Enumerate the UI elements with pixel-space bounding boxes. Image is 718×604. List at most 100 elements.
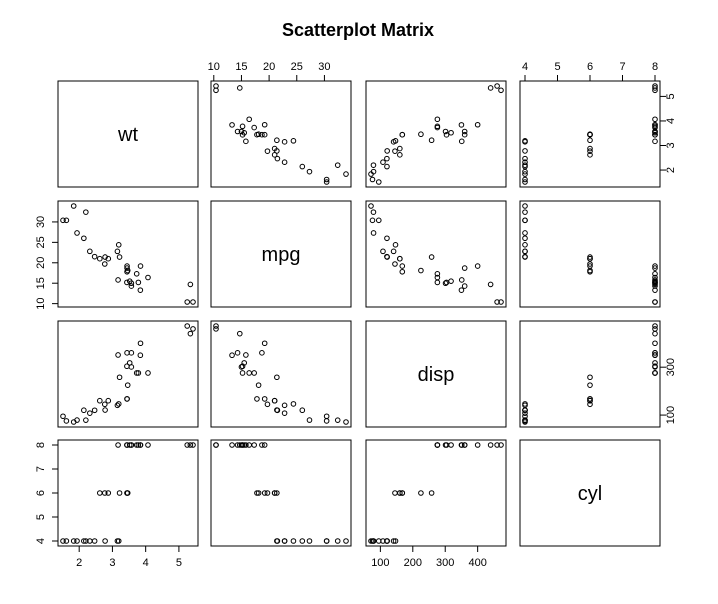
data-point xyxy=(522,203,528,209)
data-point xyxy=(251,370,257,376)
data-point xyxy=(116,374,123,381)
data-point xyxy=(390,139,397,145)
data-point xyxy=(652,132,658,138)
data-point xyxy=(261,340,268,347)
data-point xyxy=(133,271,140,277)
data-point xyxy=(498,299,504,305)
tick-label: 3 xyxy=(665,142,677,148)
data-point xyxy=(652,340,658,347)
data-point xyxy=(243,138,249,145)
data-point xyxy=(234,128,241,135)
data-point xyxy=(323,538,330,544)
data-point xyxy=(261,396,268,402)
data-point xyxy=(229,352,235,359)
data-point xyxy=(213,323,219,329)
data-point xyxy=(274,407,280,413)
panel-frame xyxy=(210,320,352,428)
data-point xyxy=(124,490,130,496)
data-point xyxy=(343,538,349,544)
panel-disp-vs-cyl xyxy=(519,320,661,428)
top-axis-cyl: 4 5 6 7 8 xyxy=(522,61,658,82)
panel-mpg-vs-disp xyxy=(365,200,507,308)
tick-label: 100 xyxy=(665,406,677,424)
data-point xyxy=(323,413,330,420)
data-point xyxy=(498,87,504,94)
data-point xyxy=(259,442,265,448)
data-point xyxy=(652,370,658,376)
data-point xyxy=(274,148,280,154)
data-point xyxy=(101,401,108,408)
data-point xyxy=(261,131,268,138)
data-point xyxy=(261,442,268,448)
data-point xyxy=(259,350,265,356)
data-point xyxy=(522,163,528,170)
data-point xyxy=(229,122,235,128)
data-point xyxy=(299,163,306,170)
panel-frame xyxy=(210,439,352,547)
data-point xyxy=(418,490,424,496)
data-point xyxy=(652,299,658,305)
data-point xyxy=(70,203,77,209)
data-point xyxy=(97,490,103,496)
data-point xyxy=(137,287,144,293)
panel-frame xyxy=(519,200,661,308)
tick-label: 5 xyxy=(35,514,47,520)
tick-label: 6 xyxy=(35,490,47,496)
data-point xyxy=(124,382,131,388)
data-point xyxy=(91,253,98,260)
panel-wt-vs-mpg xyxy=(210,80,352,188)
data-point xyxy=(239,370,246,376)
data-point xyxy=(234,350,241,356)
data-point xyxy=(236,330,243,337)
data-point xyxy=(137,340,144,347)
right-axis-disp: 100 300 xyxy=(659,358,677,424)
data-point xyxy=(239,132,246,138)
data-point xyxy=(652,330,658,337)
data-point xyxy=(384,538,390,544)
data-point xyxy=(587,397,593,404)
data-point xyxy=(74,230,80,236)
data-point xyxy=(522,248,528,255)
data-point xyxy=(384,254,390,260)
data-point xyxy=(418,267,424,274)
data-point xyxy=(522,242,528,248)
tick-label: 4 xyxy=(143,557,149,569)
data-point xyxy=(448,442,454,448)
data-point xyxy=(323,179,330,185)
diagonal-label-disp: disp xyxy=(418,364,455,386)
data-point xyxy=(274,155,281,162)
data-point xyxy=(274,538,280,544)
data-point xyxy=(323,418,330,424)
tick-label: 5 xyxy=(665,93,677,99)
data-point xyxy=(290,401,297,407)
data-point xyxy=(652,352,658,358)
data-point xyxy=(281,402,288,409)
data-point xyxy=(587,263,593,269)
tick-label: 3 xyxy=(109,557,115,569)
data-point xyxy=(392,242,399,248)
panel-frame xyxy=(365,439,507,547)
data-point xyxy=(83,417,89,423)
data-point xyxy=(522,419,528,425)
data-point xyxy=(81,235,87,242)
right-axis-wt: 2 3 4 5 xyxy=(659,93,677,173)
data-point xyxy=(587,145,593,152)
data-point xyxy=(281,410,288,416)
data-point xyxy=(587,148,593,154)
left-axis-mpg: 10 15 20 25 30 xyxy=(35,216,59,310)
data-point xyxy=(442,280,449,287)
data-point xyxy=(587,255,593,262)
data-point xyxy=(128,364,135,370)
tick-label: 30 xyxy=(35,216,47,228)
data-point xyxy=(83,538,89,544)
tick-label: 25 xyxy=(35,236,47,248)
data-point xyxy=(587,152,593,158)
tick-label: 20 xyxy=(35,257,47,269)
data-point xyxy=(522,217,528,224)
data-point xyxy=(652,271,658,277)
data-point xyxy=(105,255,112,262)
data-point xyxy=(133,442,140,448)
data-point xyxy=(418,131,424,138)
data-point xyxy=(652,287,658,293)
